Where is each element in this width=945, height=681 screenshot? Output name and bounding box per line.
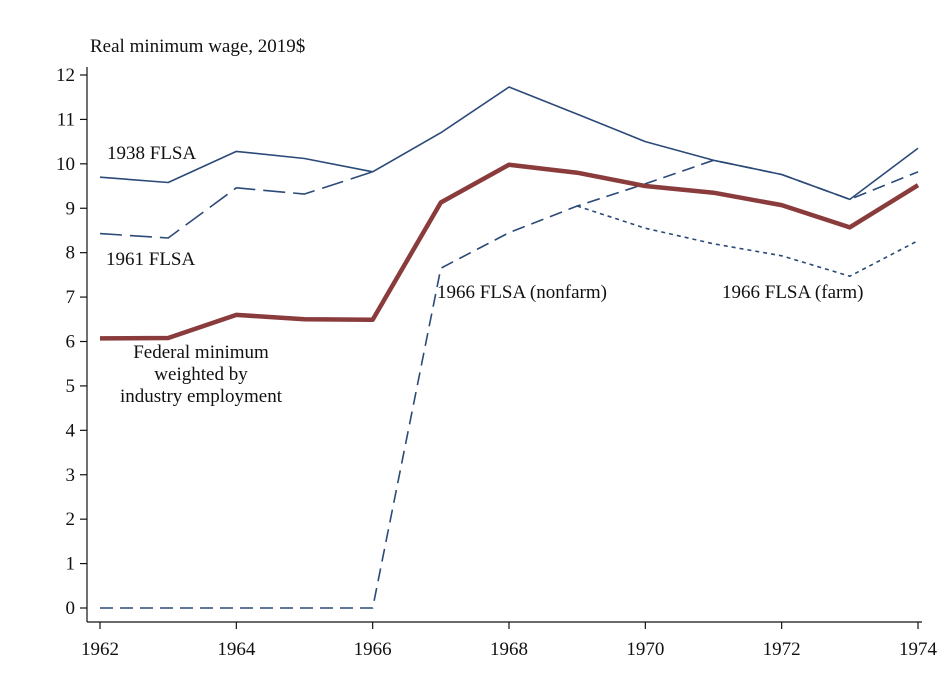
- series-line: [99, 171, 373, 239]
- y-tick-label: 5: [66, 376, 76, 397]
- y-tick-label: 6: [66, 332, 76, 353]
- y-tick-label: 1: [66, 554, 76, 575]
- series-line: [99, 86, 919, 201]
- series-line: [100, 159, 919, 609]
- y-tick-label: 4: [66, 420, 76, 441]
- y-tick-label: 12: [56, 65, 75, 86]
- series-label: Federal minimum weighted by industry emp…: [120, 342, 283, 407]
- series-line: [99, 162, 920, 341]
- y-tick-label: 10: [56, 154, 75, 175]
- x-tick-label: 1966: [354, 639, 392, 660]
- y-tick-label: 0: [66, 598, 76, 619]
- x-tick-label: 1974: [899, 639, 938, 660]
- series-label: 1966 FLSA (farm): [722, 282, 864, 303]
- y-tick-label: 8: [66, 243, 76, 264]
- x-tick-label: 1964: [217, 639, 256, 660]
- y-tick-label: 11: [57, 109, 75, 130]
- y-tick-label: 7: [66, 287, 76, 308]
- y-tick-label: 2: [66, 509, 76, 530]
- series-label: 1938 FLSA: [107, 143, 197, 164]
- x-tick-label: 1970: [626, 639, 664, 660]
- y-tick-label: 3: [66, 465, 76, 486]
- x-tick-label: 1962: [81, 639, 119, 660]
- y-tick-label: 9: [66, 198, 76, 219]
- series-line: [576, 205, 919, 278]
- series-label: 1961 FLSA: [106, 249, 196, 270]
- x-tick-label: 1968: [490, 639, 528, 660]
- series-label: 1966 FLSA (nonfarm): [437, 282, 607, 303]
- x-tick-label: 1972: [763, 639, 801, 660]
- y-axis-title: Real minimum wage, 2019$: [90, 36, 305, 57]
